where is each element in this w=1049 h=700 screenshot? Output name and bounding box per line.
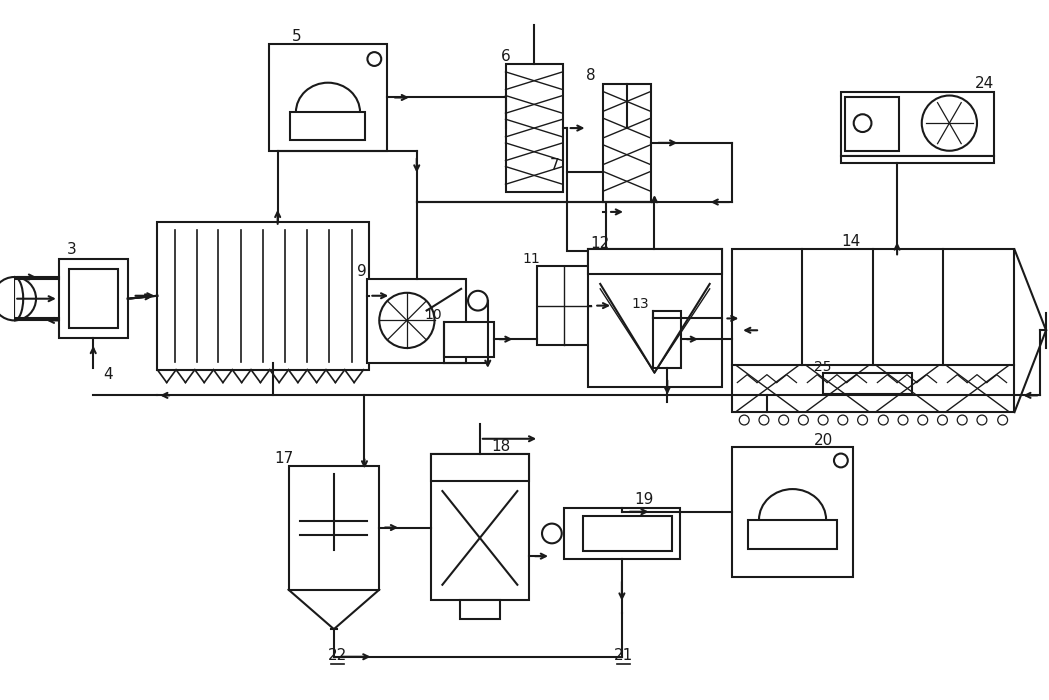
Text: 19: 19 bbox=[634, 492, 654, 508]
Bar bbox=[844, 97, 899, 150]
Text: 11: 11 bbox=[522, 252, 540, 266]
Bar bbox=[566, 172, 606, 251]
Text: 13: 13 bbox=[631, 297, 649, 311]
Text: 24: 24 bbox=[976, 76, 994, 91]
Bar bbox=[269, 44, 387, 150]
Bar bbox=[732, 249, 1014, 412]
Bar bbox=[367, 279, 466, 363]
Bar bbox=[430, 454, 529, 481]
Bar bbox=[841, 155, 993, 162]
Bar bbox=[59, 259, 128, 338]
Text: 4: 4 bbox=[103, 368, 113, 382]
Bar bbox=[445, 323, 494, 357]
Bar bbox=[603, 84, 650, 202]
Text: 21: 21 bbox=[615, 648, 634, 664]
Text: 12: 12 bbox=[591, 236, 609, 251]
Bar bbox=[461, 599, 499, 620]
Text: 25: 25 bbox=[814, 360, 832, 374]
Text: 14: 14 bbox=[841, 234, 860, 249]
Bar bbox=[841, 92, 993, 155]
Bar bbox=[823, 372, 912, 394]
Text: 7: 7 bbox=[550, 158, 560, 173]
Text: 5: 5 bbox=[292, 29, 301, 44]
Bar bbox=[748, 519, 837, 550]
Bar bbox=[654, 311, 681, 368]
Bar bbox=[588, 249, 722, 388]
Text: 20: 20 bbox=[814, 433, 833, 448]
Bar bbox=[506, 64, 562, 192]
Bar bbox=[537, 266, 592, 345]
Text: 18: 18 bbox=[491, 439, 510, 454]
Bar bbox=[288, 466, 380, 589]
Bar bbox=[583, 516, 672, 551]
Bar bbox=[588, 249, 722, 274]
Text: 8: 8 bbox=[585, 69, 595, 83]
Bar bbox=[157, 222, 369, 370]
Bar bbox=[430, 454, 529, 599]
Text: 9: 9 bbox=[357, 264, 366, 279]
Bar bbox=[291, 112, 365, 140]
Text: 6: 6 bbox=[500, 48, 511, 64]
Text: 22: 22 bbox=[328, 648, 347, 664]
Bar bbox=[563, 508, 680, 559]
Bar bbox=[68, 269, 117, 328]
Text: 10: 10 bbox=[425, 309, 443, 323]
Bar bbox=[732, 447, 853, 577]
Text: 17: 17 bbox=[274, 451, 294, 466]
Text: 3: 3 bbox=[67, 242, 77, 257]
